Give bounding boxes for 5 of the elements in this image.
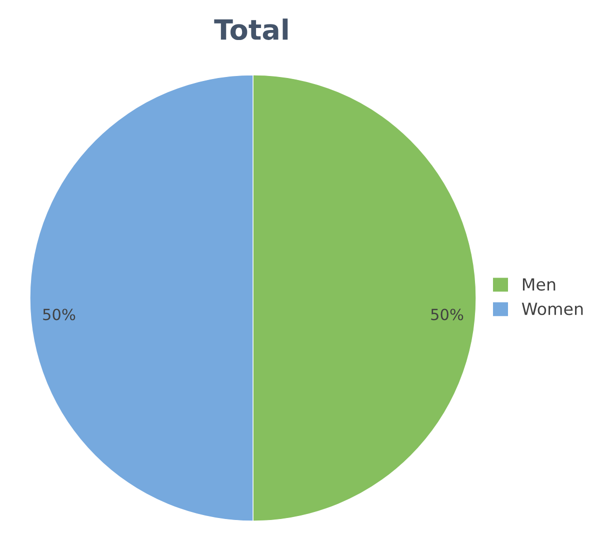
data-label: 50% — [43, 308, 76, 320]
data-label: 50% — [431, 308, 464, 320]
legend-label: Women — [522, 302, 583, 316]
legend-label: Men — [522, 278, 556, 291]
chart-title: Total — [214, 18, 288, 40]
